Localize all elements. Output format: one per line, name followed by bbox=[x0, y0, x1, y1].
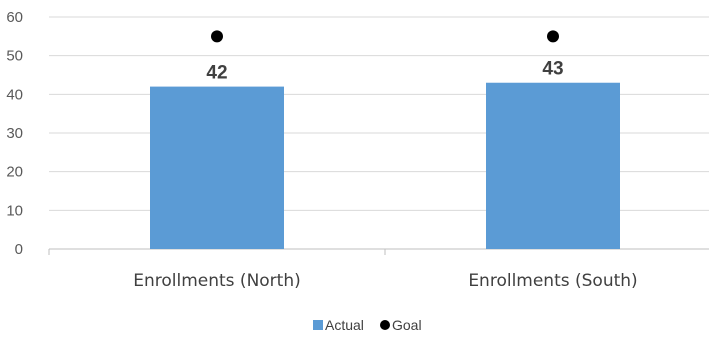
legend-label-goal: Goal bbox=[392, 317, 422, 333]
y-tick-label: 30 bbox=[6, 125, 23, 142]
goal-marker bbox=[547, 30, 559, 43]
y-axis: 0 10 20 30 40 50 60 bbox=[6, 9, 23, 258]
y-tick-label: 0 bbox=[15, 241, 23, 258]
bar-actual bbox=[486, 82, 620, 249]
legend: Actual Goal bbox=[313, 317, 422, 333]
legend-marker-goal bbox=[380, 320, 390, 330]
data-labels: 42 43 bbox=[206, 59, 563, 84]
data-label-actual: 43 bbox=[542, 59, 563, 80]
y-tick-label: 10 bbox=[6, 202, 23, 219]
bars bbox=[150, 82, 620, 249]
legend-label-actual: Actual bbox=[325, 317, 364, 333]
category-label: Enrollments (South) bbox=[468, 271, 637, 291]
goal-marker bbox=[211, 30, 223, 43]
goal-markers bbox=[211, 30, 559, 43]
category-label: Enrollments (North) bbox=[133, 271, 301, 291]
y-tick-label: 20 bbox=[6, 164, 23, 181]
y-tick-label: 40 bbox=[6, 86, 23, 103]
bar-actual bbox=[150, 86, 284, 249]
y-tick-label: 50 bbox=[6, 48, 23, 65]
data-label-actual: 42 bbox=[206, 63, 227, 84]
y-tick-label: 60 bbox=[6, 9, 23, 26]
x-axis: Enrollments (North) Enrollments (South) bbox=[48, 248, 709, 291]
legend-swatch-actual bbox=[313, 320, 323, 330]
